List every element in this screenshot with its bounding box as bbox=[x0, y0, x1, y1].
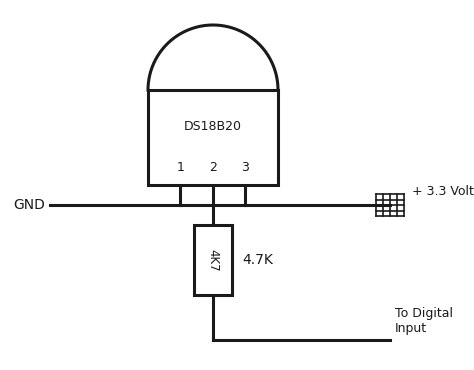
Polygon shape bbox=[148, 25, 278, 90]
Bar bbox=[194, 225, 232, 295]
Text: GND: GND bbox=[13, 198, 45, 212]
Text: 3: 3 bbox=[242, 161, 249, 174]
Bar bbox=[148, 90, 278, 185]
Text: + 3.3 Volts: + 3.3 Volts bbox=[412, 185, 474, 198]
Text: To Digital
Input: To Digital Input bbox=[395, 307, 453, 335]
Text: 2: 2 bbox=[209, 161, 217, 174]
Text: DS18B20: DS18B20 bbox=[184, 120, 242, 132]
Text: 4.7K: 4.7K bbox=[242, 253, 273, 267]
Text: 4K7: 4K7 bbox=[207, 249, 219, 271]
Text: 1: 1 bbox=[176, 161, 184, 174]
